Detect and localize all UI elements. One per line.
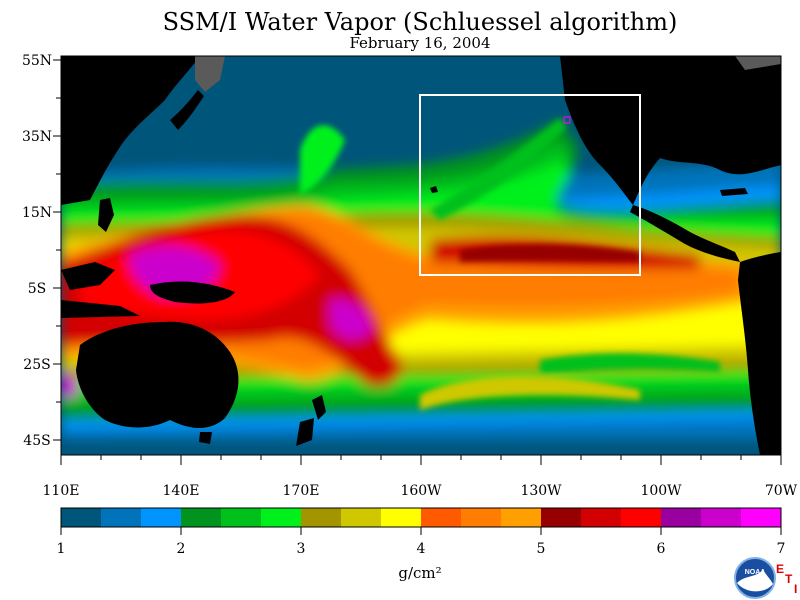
central-america-landmass: [630, 205, 740, 262]
landmasses: [61, 56, 781, 455]
java-landmass: [61, 300, 140, 318]
colorbar-swatch: [621, 508, 662, 527]
lon-label: 170E: [283, 483, 320, 499]
borneo-landmass: [61, 262, 115, 290]
north-america-landmass: [560, 56, 781, 205]
colorbar-tick-label: 4: [417, 541, 426, 557]
lat-label: 35N: [22, 129, 52, 145]
asia-landmass: [61, 56, 200, 205]
colorbar-swatch: [741, 508, 782, 527]
colorbar-swatch: [421, 508, 462, 527]
noaa-logo-text: NOAA: [745, 569, 766, 576]
colorbar-swatch: [461, 508, 502, 527]
lat-label: 55N: [22, 53, 52, 69]
lat-label: 15N: [22, 205, 52, 221]
frontal-bands: [300, 118, 720, 410]
colorbar-swatch: [221, 508, 262, 527]
logo-mark-i: I: [794, 582, 797, 596]
colorbar-tick-label: 5: [537, 541, 546, 557]
colorbar-tick-label: 2: [177, 541, 186, 557]
longitude-axis: 110E 140E 170E 160W 130W 100W 70W: [43, 455, 798, 499]
colorbar-tick-label: 3: [297, 541, 306, 557]
new-zealand-north-landmass: [312, 395, 326, 420]
lon-label: 70W: [765, 483, 798, 499]
lon-label: 140E: [163, 483, 200, 499]
logo-mark-e: E: [776, 562, 784, 576]
figure-title: SSM/I Water Vapor (Schluessel algorithm): [163, 8, 678, 36]
colorbar-swatch: [261, 508, 302, 527]
colorbar-swatch: [181, 508, 222, 527]
logo-mark-t: T: [785, 572, 793, 586]
lon-label: 110E: [43, 483, 80, 499]
colorbar-tick-label: 7: [777, 541, 786, 557]
cuba-landmass: [720, 188, 748, 196]
colorbar-swatch: [381, 508, 422, 527]
location-marker: [563, 116, 571, 124]
australia-landmass: [76, 321, 239, 428]
colorbar-swatch: [61, 508, 102, 527]
tasmania-landmass: [199, 432, 212, 444]
lon-label: 130W: [520, 483, 562, 499]
colorbar-swatch: [301, 508, 342, 527]
colorbar-swatch: [541, 508, 582, 527]
ice-okhotsk: [195, 56, 225, 92]
water-vapor-map: [61, 56, 781, 455]
colorbar-swatch: [141, 508, 182, 527]
hawaii-landmass: [430, 186, 438, 193]
colorbar-swatch: [341, 508, 382, 527]
ice-north: [735, 56, 781, 70]
colorbar-tick-label: 1: [57, 541, 66, 557]
colorbar-swatch: [701, 508, 742, 527]
noaa-logo: NOAA: [734, 557, 776, 599]
new-guinea-landmass: [150, 281, 235, 304]
region-highlight-box[interactable]: [419, 94, 641, 276]
colorbar-swatch: [101, 508, 142, 527]
japan-landmass: [170, 90, 204, 130]
colorbar-swatch: [661, 508, 702, 527]
lat-label: 45S: [23, 433, 50, 449]
noaa-logo-bird: [737, 570, 773, 592]
colorbar-tick-label: 6: [657, 541, 666, 557]
colorbar-swatch: [581, 508, 622, 527]
ice-regions: [195, 56, 781, 92]
south-america-landmass: [738, 252, 781, 455]
philippines-landmass: [98, 198, 114, 232]
lat-label: 25S: [23, 357, 50, 373]
lat-label: 5S: [28, 281, 47, 297]
latitude-axis: 55N 35N 15N 5S 25S 45S: [22, 53, 61, 449]
new-zealand-south-landmass: [296, 418, 314, 446]
figure-date: February 16, 2004: [349, 34, 490, 52]
lon-label: 160W: [400, 483, 442, 499]
colorbar: 1 2 3 4 5 6 7: [57, 507, 786, 557]
lon-label: 100W: [640, 483, 682, 499]
colorbar-swatch: [501, 508, 542, 527]
colorbar-unit: g/cm²: [398, 564, 441, 582]
